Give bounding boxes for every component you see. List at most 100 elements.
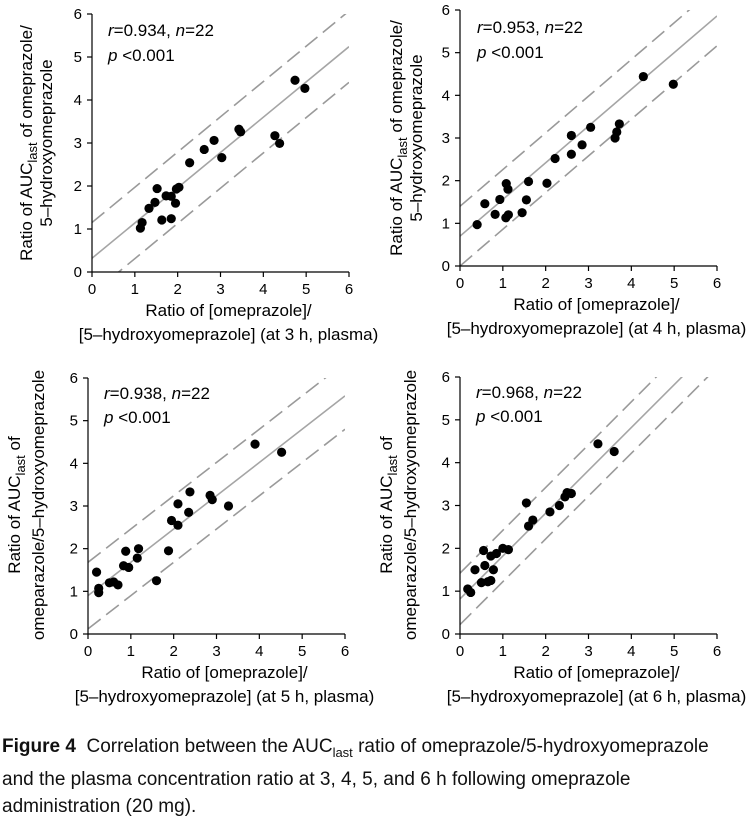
- data-point: [503, 210, 514, 220]
- x-tick-label: 4: [259, 281, 267, 298]
- data-point: [209, 135, 219, 146]
- annotation-p: p <0.001: [475, 407, 543, 426]
- upper-prediction-line: [460, 10, 691, 207]
- data-point: [566, 149, 576, 159]
- x-tick-label: 0: [456, 275, 464, 292]
- y-axis-label-line-1: Ratio of AUClast of: [377, 436, 400, 574]
- x-tick-label: 1: [499, 275, 507, 292]
- chart-panel-3: 0 1 2 3 4 5 6 0 1 2 3 4 5 6 r=0.938, n=22 p <0.001 Ratio…: [5, 370, 374, 706]
- data-point: [609, 446, 619, 457]
- annotation-p-value: <0.001: [485, 407, 542, 426]
- annotation-r-symbol: r: [477, 18, 484, 37]
- y-axis-label-text: of: [5, 436, 24, 455]
- annotation-r-n: r=0.934, n=22: [108, 21, 214, 40]
- x-tick-label: 3: [584, 275, 592, 292]
- data-point: [132, 553, 142, 563]
- data-point: [161, 191, 171, 201]
- annotation-p: p <0.001: [103, 408, 171, 427]
- y-tick-label: 0: [70, 626, 78, 643]
- y-axis-label-line-2: omeparazole/5–hydroxyomeprazole: [29, 370, 48, 640]
- annotation-p: p <0.001: [107, 46, 175, 65]
- y-tick-label: 5: [442, 412, 450, 429]
- data-point: [150, 197, 160, 207]
- y-tick-label: 5: [70, 413, 78, 430]
- y-tick-label: 2: [70, 541, 78, 558]
- figure-caption: Figure 4 Correlation between the AUClast…: [2, 733, 742, 820]
- x-tick-label: 0: [84, 643, 92, 660]
- data-point: [490, 209, 500, 219]
- data-point: [517, 208, 527, 218]
- annotation-n-symbol: n: [544, 383, 553, 402]
- data-point: [133, 544, 144, 554]
- data-point: [207, 495, 217, 505]
- data-point: [185, 158, 195, 168]
- annotation-r-symbol: r: [108, 21, 115, 40]
- data-point: [542, 178, 552, 188]
- x-tick-label: 4: [627, 643, 635, 660]
- data-point: [478, 545, 489, 556]
- data-point: [593, 439, 603, 449]
- x-tick-label: 6: [345, 281, 353, 298]
- x-tick-label: 4: [627, 275, 635, 292]
- x-tick-label: 6: [713, 643, 721, 660]
- lower-prediction-line: [88, 428, 345, 630]
- x-axis-label-line-1: Ratio of [omeprazole]/: [141, 663, 308, 682]
- annotation-n-value: =22: [553, 383, 582, 402]
- x-tick-label: 1: [127, 643, 135, 660]
- x-tick-label: 4: [255, 643, 263, 660]
- data-point: [470, 565, 480, 575]
- y-tick-label: 5: [74, 49, 82, 66]
- data-point: [185, 487, 195, 497]
- data-point: [577, 140, 587, 150]
- x-tick-label: 6: [341, 643, 349, 660]
- lower-prediction-line: [117, 81, 349, 272]
- annotation-p-value: <0.001: [113, 408, 170, 427]
- x-axis-label-line-2: [5–hydroxyomeprazole] (at 3 h, plasma): [79, 325, 379, 344]
- annotation-r-symbol: r: [476, 383, 483, 402]
- y-tick-label: 4: [74, 92, 82, 109]
- data-point: [170, 198, 181, 208]
- data-point: [152, 183, 162, 194]
- y-axis-label-text: Ratio of AUC: [5, 475, 24, 573]
- annotation-p-symbol: p: [476, 43, 486, 62]
- data-point: [480, 560, 490, 571]
- y-axis-label-subscript: last: [395, 137, 410, 158]
- annotation-r-value: =0.968,: [482, 383, 544, 402]
- y-tick-label: 3: [442, 498, 450, 515]
- y-tick-label: 3: [74, 135, 82, 152]
- data-point: [668, 79, 678, 89]
- x-axis-label-line-1: Ratio of [omeprazole]/: [513, 295, 680, 314]
- upper-prediction-line: [92, 14, 347, 224]
- data-point: [472, 220, 482, 230]
- x-tick-label: 3: [216, 281, 224, 298]
- annotation-n-symbol: n: [172, 384, 181, 403]
- figure-panels: 0 1 2 3 4 5 6 0 1 2 3 4 5 6 r=0.934, n=22 p <0.001 Ratio…: [5, 2, 746, 706]
- regression-line: [92, 46, 349, 259]
- data-point: [586, 122, 596, 132]
- y-axis-label-line-2: 5–hydroxyomeprazole: [407, 54, 426, 221]
- y-tick-label: 3: [442, 130, 450, 147]
- y-tick-label: 1: [70, 583, 78, 600]
- upper-prediction-line: [88, 378, 327, 563]
- data-point: [521, 498, 531, 508]
- annotation-n-value: =22: [554, 18, 583, 37]
- data-point: [503, 545, 514, 555]
- annotation-p-symbol: p: [475, 407, 485, 426]
- y-axis-label-line-1: Ratio of AUClast of omeprazole/: [17, 25, 40, 261]
- data-point: [566, 130, 576, 141]
- x-tick-label: 2: [541, 275, 549, 292]
- annotation-r-n: r=0.953, n=22: [477, 18, 583, 37]
- caption-text-1: Correlation between the AUC: [86, 736, 333, 757]
- annotation-p-value: <0.001: [486, 43, 543, 62]
- x-tick-label: 1: [131, 281, 139, 298]
- x-tick-label: 0: [88, 281, 96, 298]
- x-tick-label: 2: [173, 281, 181, 298]
- data-point: [151, 576, 162, 586]
- y-axis-label-subscript: last: [25, 142, 40, 163]
- y-tick-label: 2: [442, 173, 450, 190]
- x-tick-label: 6: [713, 275, 721, 292]
- annotation-p-value: <0.001: [117, 46, 174, 65]
- y-axis-label-text: of: [377, 436, 396, 455]
- data-point: [612, 127, 622, 137]
- annotation-n-symbol: n: [545, 18, 554, 37]
